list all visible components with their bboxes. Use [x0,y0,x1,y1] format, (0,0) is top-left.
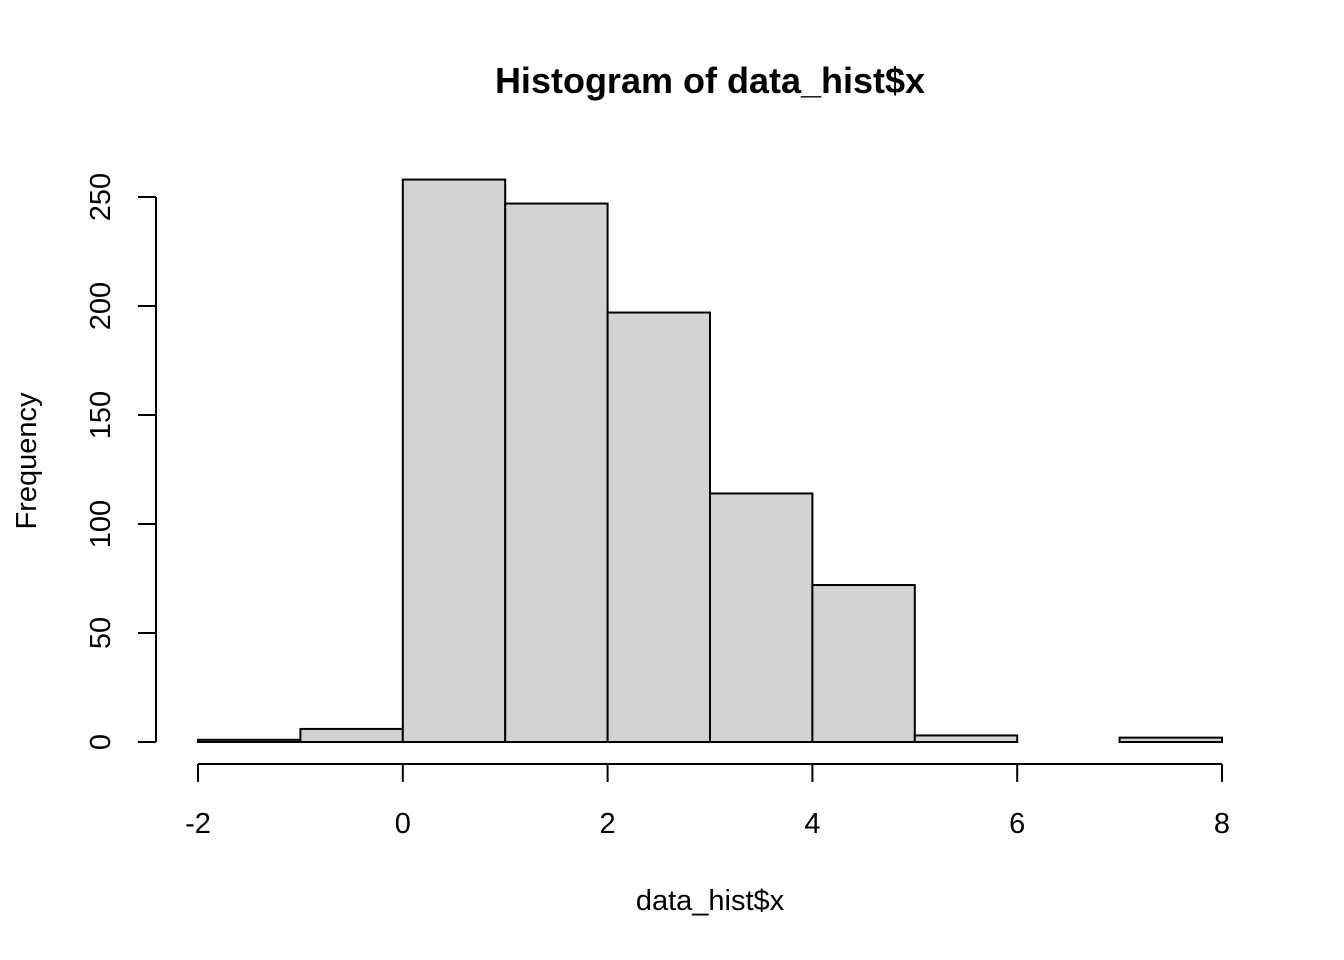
y-tick-label: 50 [85,617,117,649]
y-tick-label: 100 [85,500,117,548]
histogram-bar [401,178,507,743]
histogram-bar [504,202,609,744]
x-axis-label: data_hist$x [636,885,785,917]
histogram-bar [709,492,814,744]
histogram-bar [1118,736,1223,744]
x-tick-label: 0 [395,808,411,840]
x-tick-label: -2 [185,808,211,840]
histogram-bar [913,734,1019,744]
bars-group [197,178,1223,744]
histogram-bar [811,584,916,743]
histogram-bar [197,738,302,744]
x-axis: -2 0 2 4 6 8 [185,763,1230,840]
y-tick-label: 200 [85,282,117,330]
histogram-bar [606,311,711,743]
y-tick-label: 150 [85,391,117,439]
x-tick-label: 2 [600,808,616,840]
y-tick-label: 250 [85,173,117,221]
x-tick-label: 4 [804,808,820,840]
y-axis-label: Frequency [11,392,43,530]
y-tick-label: 0 [85,734,117,750]
x-tick-label: 8 [1214,808,1230,840]
histogram-bar [299,727,404,743]
x-tick-label: 6 [1009,808,1025,840]
chart-title: Histogram of data_hist$x [495,60,925,101]
y-axis: 0 50 100 150 200 250 [85,173,157,750]
